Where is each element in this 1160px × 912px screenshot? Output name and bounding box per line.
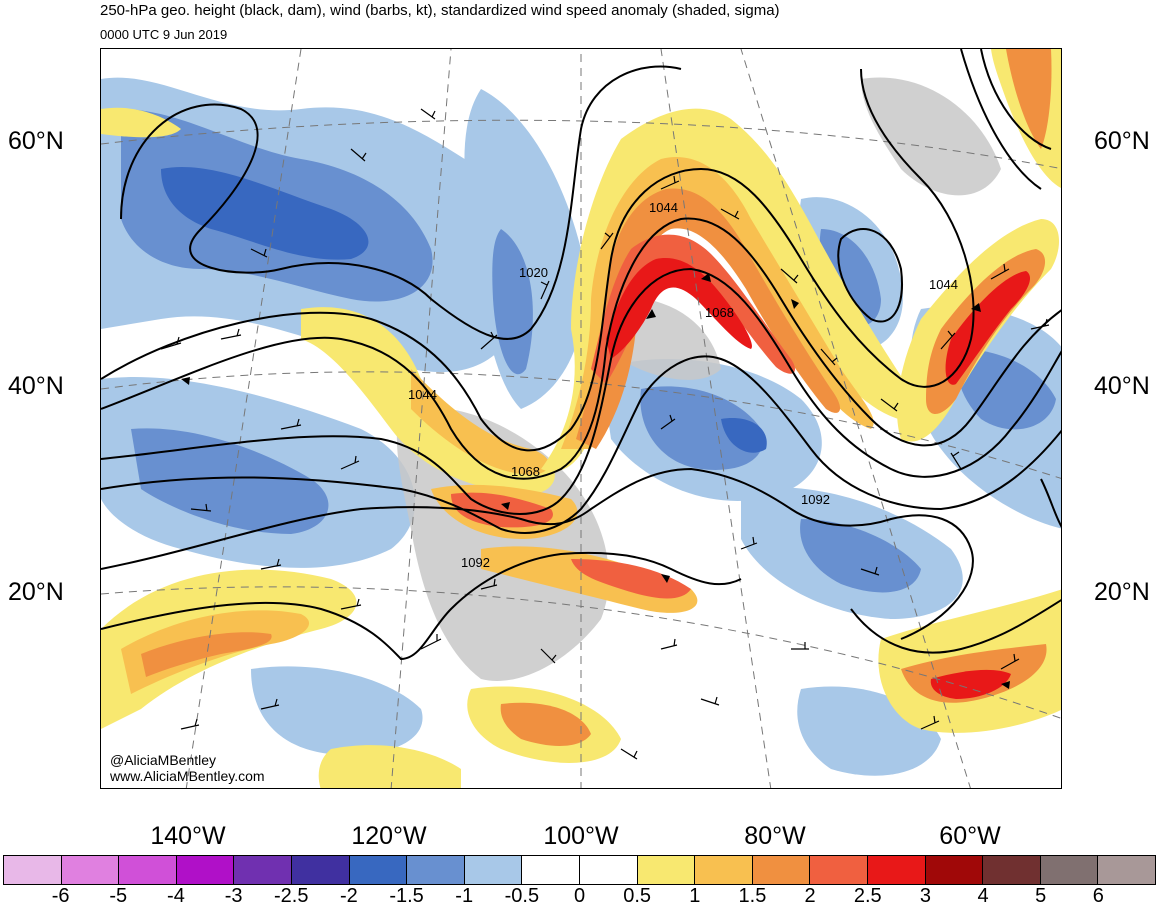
colorbar-swatch [925, 856, 984, 884]
chart-subtitle: 0000 UTC 9 Jun 2019 [100, 27, 228, 42]
colorbar-tick-label: 0.5 [623, 885, 652, 907]
lat-label-left: 20°N [8, 578, 64, 606]
colorbar-tick-label: -0.5 [504, 885, 540, 907]
credit-handle: @AliciaMBentley [110, 752, 217, 768]
colorbar-tick-label: 3 [919, 885, 931, 907]
colorbar-swatch [119, 856, 177, 884]
colorbar-swatch [176, 856, 235, 884]
contour-label: 1092 [461, 555, 490, 570]
contour-labels: 1020 1044 1068 1044 1068 1092 1092 1044 [408, 200, 958, 570]
colorbar-tick-label: 2 [804, 885, 816, 907]
colorbar-swatch [983, 856, 1041, 884]
colorbar-tick-label: 0 [573, 885, 586, 907]
colorbar-tick-label: -1.5 [389, 885, 424, 907]
chart-title: 250-hPa geo. height (black, dam), wind (… [100, 2, 780, 19]
colorbar-swatch [407, 856, 465, 884]
colorbar-tick-label: -5 [109, 885, 128, 907]
colorbar-swatch [522, 856, 580, 884]
wind-pennants [181, 273, 1010, 689]
lat-label-left: 40°N [8, 372, 64, 400]
contour-label: 1068 [705, 305, 734, 320]
lat-label-right: 40°N [1094, 372, 1150, 400]
lon-label: 120°W [351, 822, 427, 850]
colorbar-swatch [291, 856, 350, 884]
colorbar-tick-label: 5 [1035, 885, 1047, 907]
colorbar-swatch [867, 856, 926, 884]
lat-label-right: 20°N [1094, 578, 1150, 606]
colorbar-tick-label: 1 [689, 885, 701, 907]
lon-label: 60°W [939, 822, 1001, 850]
contour-label: 1068 [511, 464, 540, 479]
graticule [101, 49, 1061, 788]
contour-label: 1092 [801, 492, 830, 507]
height-contours [101, 49, 1061, 661]
colorbar-swatch [1040, 856, 1099, 884]
colorbar-swatch [579, 856, 638, 884]
contour-label: 1020 [519, 265, 548, 280]
lat-label-left: 60°N [8, 127, 64, 155]
credit-website: www.AliciaMBentley.com [110, 768, 265, 784]
colorbar-swatch [637, 856, 696, 884]
colorbar-tick-label: -1 [455, 885, 474, 907]
lon-label: 100°W [543, 822, 619, 850]
colorbar-tick-label: 6 [1092, 885, 1104, 907]
colorbar-swatch [810, 856, 868, 884]
colorbar-swatch [695, 856, 753, 884]
colorbar-swatch [752, 856, 811, 884]
colorbar-swatch [4, 856, 62, 884]
lon-label: 80°W [744, 822, 806, 850]
colorbar-swatch [464, 856, 523, 884]
lon-label: 140°W [150, 822, 226, 850]
weather-map: 1020 1044 1068 1044 1068 1092 1092 1044 [101, 49, 1061, 788]
wind-barbs [160, 108, 1050, 760]
colorbar-swatch [1098, 856, 1155, 884]
colorbar-tick-label: 1.5 [738, 885, 767, 907]
map-panel: 1020 1044 1068 1044 1068 1092 1092 1044 [100, 48, 1062, 789]
colorbar-tick-label: -4 [167, 885, 185, 907]
colorbar-tick-label: 4 [977, 885, 989, 907]
colorbar-tick-label: -2.5 [274, 885, 309, 907]
colorbar-tick-label: -6 [51, 885, 70, 907]
lat-label-right: 60°N [1094, 127, 1150, 155]
contour-label: 1044 [929, 277, 958, 292]
colorbar-swatch [61, 856, 120, 884]
colorbar-swatch [234, 856, 292, 884]
colorbar-tick-label: -2 [339, 885, 358, 907]
colorbar [3, 855, 1156, 885]
colorbar-tick-label: 2.5 [853, 885, 882, 907]
contour-label: 1044 [408, 387, 437, 402]
colorbar-swatch [349, 856, 408, 884]
contour-label: 1044 [649, 200, 678, 215]
colorbar-tick-label: -3 [224, 885, 243, 907]
